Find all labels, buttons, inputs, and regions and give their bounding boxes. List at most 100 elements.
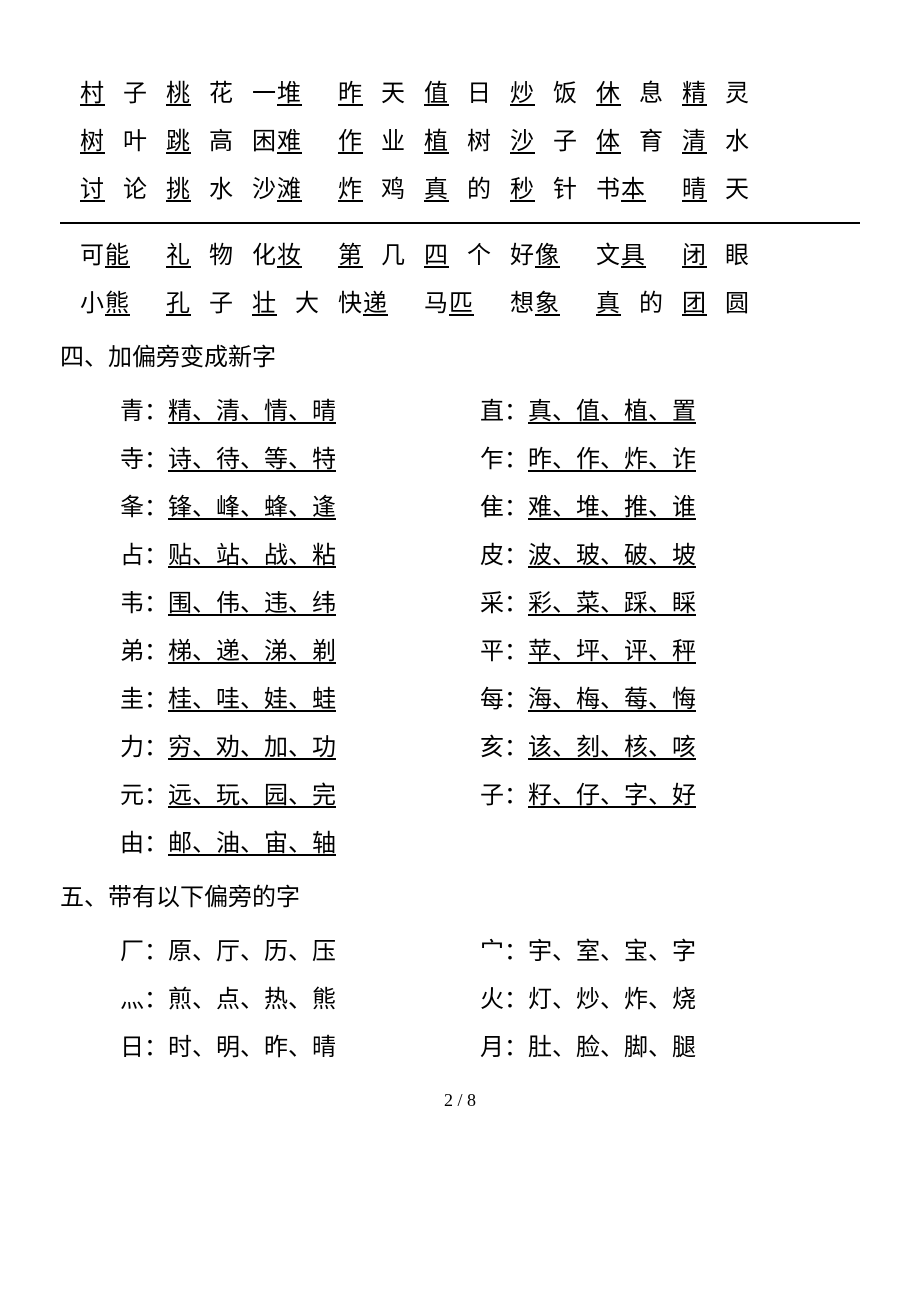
underlined-char: 本 — [621, 166, 646, 214]
radical-entry: 隹：难、堆、推、谁 — [480, 484, 840, 532]
radical-chars: 真、值、植、置 — [528, 399, 696, 425]
underlined-char: 堆 — [277, 70, 302, 118]
radical-chars: 该、刻、核、咳 — [528, 735, 696, 761]
word: 值日 — [424, 70, 492, 118]
radical-chars: 远、玩、园、完 — [168, 783, 336, 809]
word: 炸鸡 — [338, 166, 406, 214]
radical-entry: 元：远、玩、园、完 — [120, 772, 480, 820]
radical-chars: 梯、递、涕、剃 — [168, 639, 336, 665]
word: 真的 — [424, 166, 492, 214]
radical-entry: 采：彩、菜、踩、睬 — [480, 580, 840, 628]
section5-block: 厂：原、厅、历、压宀：宇、室、宝、字灬：煎、点、热、熊火：灯、炒、炸、烧日：时、… — [120, 928, 860, 1072]
underlined-char: 匹 — [449, 280, 474, 328]
underlined-char: 作 — [338, 118, 363, 166]
word: 树叶 — [80, 118, 148, 166]
radical-row: 力：穷、劝、加、功亥：该、刻、核、咳 — [120, 724, 860, 772]
radical-head: 元： — [120, 783, 168, 809]
underlined-char: 孔 — [166, 280, 191, 328]
radical-head: 厂： — [120, 939, 168, 965]
word: 晴天 — [682, 166, 750, 214]
radical-head: 占： — [120, 543, 168, 569]
underlined-char: 第 — [338, 232, 363, 280]
word: 清水 — [682, 118, 750, 166]
underlined-char: 值 — [424, 70, 449, 118]
word-row: 讨论挑水沙滩炸鸡真的秒针书本晴天 — [80, 166, 860, 214]
radical-entry: 寺：诗、待、等、特 — [120, 436, 480, 484]
underlined-char: 跳 — [166, 118, 191, 166]
word: 休息 — [596, 70, 664, 118]
word: 化妆 — [252, 232, 320, 280]
underlined-char: 清 — [682, 118, 707, 166]
word: 植树 — [424, 118, 492, 166]
underlined-char: 炸 — [338, 166, 363, 214]
radical-chars: 穷、劝、加、功 — [168, 735, 336, 761]
word: 文具 — [596, 232, 664, 280]
radical-entry: 韦：围、伟、违、纬 — [120, 580, 480, 628]
radical-head: 日： — [120, 1035, 168, 1061]
radical-chars: 锋、峰、蜂、逢 — [168, 495, 336, 521]
radical-chars: 灯、炒、炸、烧 — [528, 987, 696, 1013]
underlined-char: 象 — [535, 280, 560, 328]
word: 体育 — [596, 118, 664, 166]
radical-chars: 昨、作、炸、诈 — [528, 447, 696, 473]
radical-chars: 苹、坪、评、秤 — [528, 639, 696, 665]
word: 快递 — [338, 280, 406, 328]
radical-head: 隹： — [480, 495, 528, 521]
underlined-char: 休 — [596, 70, 621, 118]
underlined-char: 团 — [682, 280, 707, 328]
radical-entry: 月：肚、脸、脚、腿 — [480, 1024, 840, 1072]
word: 小熊 — [80, 280, 148, 328]
word: 第几 — [338, 232, 406, 280]
underlined-char: 村 — [80, 70, 105, 118]
radical-entry: 灬：煎、点、热、熊 — [120, 976, 480, 1024]
word: 村子 — [80, 70, 148, 118]
radical-row: 青：精、清、情、晴直：真、值、植、置 — [120, 388, 860, 436]
word: 礼物 — [166, 232, 234, 280]
radical-head: 青： — [120, 399, 168, 425]
radical-entry: 皮：波、玻、破、坡 — [480, 532, 840, 580]
radical-entry: 夆：锋、峰、蜂、逢 — [120, 484, 480, 532]
radical-head: 寺： — [120, 447, 168, 473]
word: 困难 — [252, 118, 320, 166]
word-rows-bottom: 可能礼物化妆第几四个好像文具闭眼小熊孔子壮大快递马匹想象真的团圆 — [60, 232, 860, 328]
word: 昨天 — [338, 70, 406, 118]
word-rows-top: 村子桃花一堆昨天值日炒饭休息精灵树叶跳高困难作业植树沙子体育清水讨论挑水沙滩炸鸡… — [60, 70, 860, 214]
radical-chars: 精、清、情、晴 — [168, 399, 336, 425]
radical-entry: 乍：昨、作、炸、诈 — [480, 436, 840, 484]
word: 真的 — [596, 280, 664, 328]
word: 挑水 — [166, 166, 234, 214]
radical-head: 由： — [120, 831, 168, 857]
underlined-char: 树 — [80, 118, 105, 166]
radical-row: 夆：锋、峰、蜂、逢隹：难、堆、推、谁 — [120, 484, 860, 532]
word: 跳高 — [166, 118, 234, 166]
radical-head: 灬： — [120, 987, 168, 1013]
underlined-char: 难 — [277, 118, 302, 166]
radical-entry: 占：贴、站、战、粘 — [120, 532, 480, 580]
word-row: 小熊孔子壮大快递马匹想象真的团圆 — [80, 280, 860, 328]
radical-row: 弟：梯、递、涕、剃平：苹、坪、评、秤 — [120, 628, 860, 676]
underlined-char: 晴 — [682, 166, 707, 214]
word: 作业 — [338, 118, 406, 166]
word: 马匹 — [424, 280, 492, 328]
radical-chars: 肚、脸、脚、腿 — [528, 1035, 696, 1061]
radical-head: 采： — [480, 591, 528, 617]
radical-entry: 火：灯、炒、炸、烧 — [480, 976, 840, 1024]
radical-head: 亥： — [480, 735, 528, 761]
word: 桃花 — [166, 70, 234, 118]
word: 炒饭 — [510, 70, 578, 118]
word: 孔子 — [166, 280, 234, 328]
document-page: 村子桃花一堆昨天值日炒饭休息精灵树叶跳高困难作业植树沙子体育清水讨论挑水沙滩炸鸡… — [0, 0, 920, 1158]
radical-row: 韦：围、伟、违、纬采：彩、菜、踩、睬 — [120, 580, 860, 628]
radical-chars: 时、明、昨、晴 — [168, 1035, 336, 1061]
section5-title: 五、带有以下偏旁的字 — [60, 874, 860, 922]
word: 秒针 — [510, 166, 578, 214]
radical-head: 皮： — [480, 543, 528, 569]
word: 沙滩 — [252, 166, 320, 214]
radical-head: 圭： — [120, 687, 168, 713]
word: 团圆 — [682, 280, 750, 328]
radical-chars: 宇、室、宝、字 — [528, 939, 696, 965]
radical-chars: 桂、哇、娃、蛙 — [168, 687, 336, 713]
radical-head: 弟： — [120, 639, 168, 665]
radical-head: 火： — [480, 987, 528, 1013]
radical-row: 灬：煎、点、热、熊火：灯、炒、炸、烧 — [120, 976, 860, 1024]
